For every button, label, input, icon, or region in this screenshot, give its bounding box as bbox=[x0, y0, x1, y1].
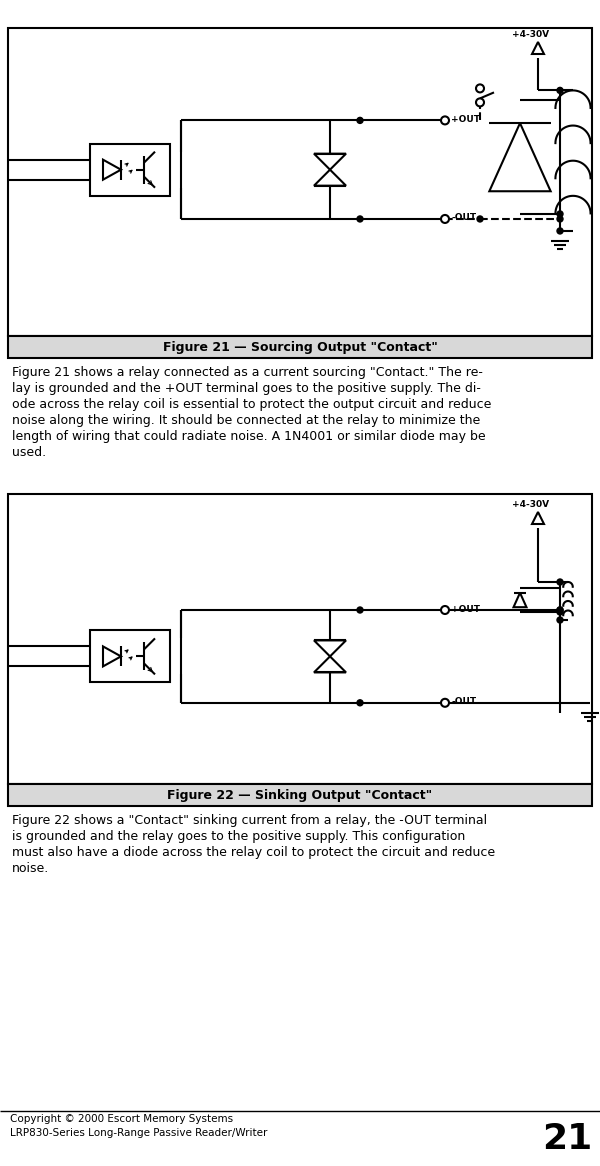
Circle shape bbox=[441, 606, 449, 614]
Circle shape bbox=[476, 98, 484, 106]
Text: length of wiring that could radiate noise. A 1N4001 or similar diode may be: length of wiring that could radiate nois… bbox=[12, 430, 485, 443]
Bar bbox=[90, 143, 170, 196]
Circle shape bbox=[557, 211, 563, 217]
Circle shape bbox=[477, 216, 483, 222]
Bar bbox=[8, 28, 592, 336]
Text: -OUT: -OUT bbox=[451, 697, 476, 707]
Text: must also have a diode across the relay coil to protect the circuit and reduce: must also have a diode across the relay … bbox=[12, 847, 495, 859]
Text: +4-30V: +4-30V bbox=[512, 500, 549, 510]
Circle shape bbox=[557, 229, 563, 234]
Text: Figure 22 — Sinking Output "Contact": Figure 22 — Sinking Output "Contact" bbox=[167, 788, 433, 801]
Circle shape bbox=[357, 216, 363, 222]
Circle shape bbox=[357, 700, 363, 705]
Text: Figure 21 — Sourcing Output "Contact": Figure 21 — Sourcing Output "Contact" bbox=[163, 340, 437, 353]
Text: used.: used. bbox=[12, 447, 46, 459]
Circle shape bbox=[557, 216, 563, 222]
Bar bbox=[90, 631, 170, 682]
Circle shape bbox=[441, 117, 449, 125]
Circle shape bbox=[476, 84, 484, 92]
Text: +OUT: +OUT bbox=[451, 115, 480, 124]
Circle shape bbox=[441, 215, 449, 223]
Text: noise.: noise. bbox=[12, 862, 49, 874]
Circle shape bbox=[557, 607, 563, 613]
Circle shape bbox=[557, 580, 563, 585]
Bar bbox=[8, 494, 592, 784]
Circle shape bbox=[557, 609, 563, 614]
Text: LRP830-Series Long-Range Passive Reader/Writer: LRP830-Series Long-Range Passive Reader/… bbox=[10, 1128, 268, 1138]
Text: is grounded and the relay goes to the positive supply. This configuration: is grounded and the relay goes to the po… bbox=[12, 830, 465, 843]
Circle shape bbox=[557, 617, 563, 623]
Text: noise along the wiring. It should be connected at the relay to minimize the: noise along the wiring. It should be con… bbox=[12, 414, 480, 427]
Circle shape bbox=[357, 118, 363, 124]
Bar bbox=[8, 784, 592, 806]
Text: Figure 22 shows a "Contact" sinking current from a relay, the -OUT terminal: Figure 22 shows a "Contact" sinking curr… bbox=[12, 814, 487, 827]
Text: +4-30V: +4-30V bbox=[512, 30, 549, 38]
Circle shape bbox=[441, 698, 449, 707]
Text: -OUT: -OUT bbox=[451, 213, 476, 223]
Text: 21: 21 bbox=[542, 1122, 592, 1156]
Bar bbox=[8, 336, 592, 358]
Text: Figure 21 shows a relay connected as a current sourcing "Contact." The re-: Figure 21 shows a relay connected as a c… bbox=[12, 366, 483, 379]
Text: ode across the relay coil is essential to protect the output circuit and reduce: ode across the relay coil is essential t… bbox=[12, 398, 491, 410]
Text: lay is grounded and the +OUT terminal goes to the positive supply. The di-: lay is grounded and the +OUT terminal go… bbox=[12, 382, 481, 395]
Text: Copyright © 2000 Escort Memory Systems: Copyright © 2000 Escort Memory Systems bbox=[10, 1114, 233, 1124]
Text: +OUT: +OUT bbox=[451, 604, 480, 613]
Circle shape bbox=[357, 607, 363, 613]
Circle shape bbox=[557, 87, 563, 93]
Circle shape bbox=[557, 607, 563, 613]
